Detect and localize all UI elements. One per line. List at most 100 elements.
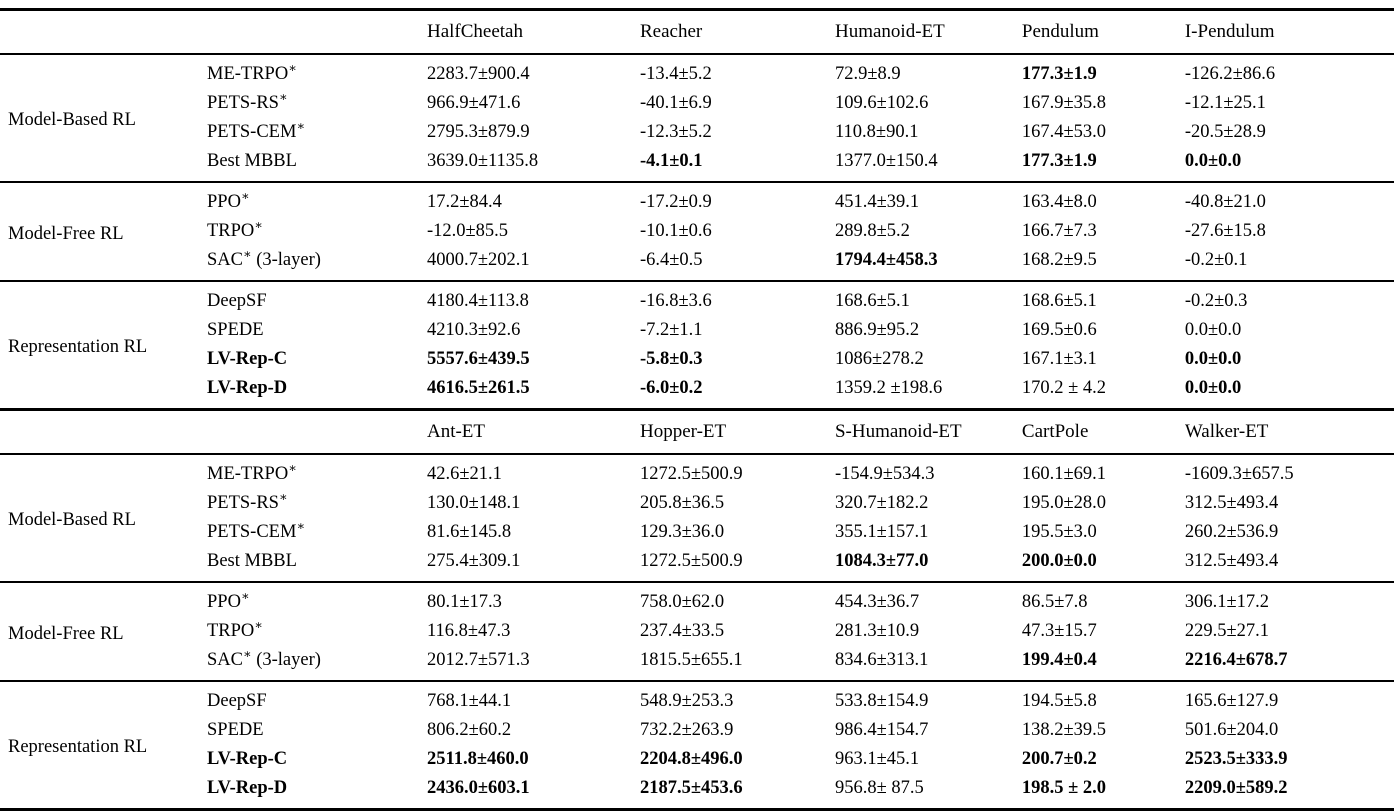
result-cell: 1086±278.2 (834, 349, 924, 369)
method-star: ∗ (278, 89, 288, 104)
result-cell: 138.2±39.5 (1021, 720, 1107, 740)
result-cell: 86.5±7.8 (1021, 592, 1088, 612)
method-star: ∗ (243, 646, 252, 661)
method-name: SPEDE (207, 716, 427, 745)
result-cell: 320.7±182.2 (834, 493, 929, 513)
method-label: DeepSF (207, 291, 267, 311)
result-cell: -1609.3±657.5 (1184, 464, 1294, 484)
result-cell: 5557.6±439.5 (426, 349, 530, 369)
result-cell: 306.1±17.2 (1184, 592, 1270, 612)
result-cell: -154.9±534.3 (834, 464, 935, 484)
result-cell: -20.5±28.9 (1184, 122, 1266, 142)
result-cell: 806.2±60.2 (426, 720, 512, 740)
table-row: LV-Rep-C 5557.6±439.5 -5.8±0.3 1086±278.2 16… (0, 345, 1394, 374)
result-cell: 81.6±145.8 (426, 522, 512, 542)
result-cell: 312.5±493.4 (1184, 493, 1279, 513)
method-name: PPO∗ (207, 182, 427, 217)
method-star: ∗ (240, 188, 250, 203)
column-header: I-Pendulum (1184, 9, 1394, 55)
results-tables: HalfCheetah Reacher Humanoid-ET Pendulum I-P… (0, 8, 1394, 811)
method-name: SPEDE (207, 316, 427, 345)
result-cell: -126.2±86.6 (1184, 64, 1276, 84)
method-label: PETS-CEM (207, 122, 297, 142)
header-row: HalfCheetah Reacher Humanoid-ET Pendulum I-P… (0, 9, 1394, 55)
method-label: PETS-RS (207, 493, 279, 513)
method-label: LV-Rep-D (207, 378, 288, 398)
method-star: ∗ (288, 460, 297, 475)
result-cell: 2283.7±900.4 (426, 64, 530, 84)
result-cell: 1084.3±77.0 (834, 551, 929, 571)
result-cell: 2436.0±603.1 (426, 778, 530, 798)
result-cell: 168.6±5.1 (1021, 291, 1097, 311)
method-label: ME-TRPO (207, 64, 289, 84)
method-star: ∗ (288, 60, 297, 75)
group-label: Representation RL (8, 737, 148, 757)
method-name: PETS-CEM∗ (207, 118, 427, 147)
method-star: ∗ (296, 118, 305, 133)
group-label: Model-Based RL (8, 510, 136, 530)
result-cell: 2209.0±589.2 (1184, 778, 1288, 798)
method-label: PETS-CEM (207, 522, 297, 542)
column-header: Walker-ET (1184, 409, 1394, 455)
result-cell: 2216.4±678.7 (1184, 650, 1288, 670)
result-cell: 166.7±7.3 (1021, 221, 1097, 241)
header-spacer (207, 409, 427, 455)
result-cell: 177.3±1.9 (1021, 151, 1097, 171)
method-suffix: (3-layer) (251, 250, 321, 270)
result-cell: 72.9±8.9 (834, 64, 901, 84)
result-cell: 548.9±253.3 (639, 691, 734, 711)
result-cell: 160.1±69.1 (1021, 464, 1107, 484)
result-cell: 501.6±204.0 (1184, 720, 1279, 740)
table-row: PETS-CEM∗ 81.6±145.8 129.3±36.0 355.1±157.1… (0, 518, 1394, 547)
group-label: Model-Based RL (8, 110, 136, 130)
result-cell: 1794.4±458.3 (834, 250, 938, 270)
method-name: Best MBBL (207, 547, 427, 582)
method-star: ∗ (296, 518, 305, 533)
row-group: Model-Free RL PPO∗ 80.1±17.3 758.0±62.0 454.… (0, 582, 1394, 681)
result-cell: 170.2 ± 4.2 (1021, 378, 1107, 398)
method-label: Best MBBL (207, 151, 297, 171)
row-group: Model-Based RL ME-TRPO∗ 2283.7±900.4 -13.4±… (0, 54, 1394, 182)
result-cell: 2204.8±496.0 (639, 749, 743, 769)
result-cell: 194.5±5.8 (1021, 691, 1097, 711)
header-spacer (207, 9, 427, 55)
method-label: DeepSF (207, 691, 267, 711)
method-name: TRPO∗ (207, 617, 427, 646)
method-name: TRPO∗ (207, 217, 427, 246)
result-cell: -7.2±1.1 (639, 320, 703, 340)
result-cell: 275.4±309.1 (426, 551, 521, 571)
method-name: DeepSF (207, 681, 427, 716)
table-row: TRPO∗ -12.0±85.5 -10.1±0.6 289.8±5.2 166.7±7… (0, 217, 1394, 246)
column-header: Reacher (639, 9, 835, 55)
method-name: Best MBBL (207, 147, 427, 182)
table-row: TRPO∗ 116.8±47.3 237.4±33.5 281.3±10.9 47.3±… (0, 617, 1394, 646)
result-cell: -6.4±0.5 (639, 250, 703, 270)
method-star: ∗ (278, 489, 288, 504)
result-cell: 130.0±148.1 (426, 493, 521, 513)
method-label: PETS-RS (207, 93, 279, 113)
result-cell: 3639.0±1135.8 (426, 151, 539, 171)
method-suffix: (3-layer) (251, 650, 321, 670)
result-cell: 167.1±3.1 (1021, 349, 1097, 369)
table-row: LV-Rep-C 2511.8±460.0 2204.8±496.0 963.1±45… (0, 745, 1394, 774)
result-cell: 195.5±3.0 (1021, 522, 1097, 542)
method-label: ME-TRPO (207, 464, 289, 484)
result-cell: 2511.8±460.0 (426, 749, 529, 769)
result-cell: 110.8±90.1 (834, 122, 919, 142)
method-name: LV-Rep-D (207, 774, 427, 810)
row-group: Model-Free RL PPO∗ 17.2±84.4 -17.2±0.9 451.4… (0, 182, 1394, 281)
result-cell: -10.1±0.6 (639, 221, 712, 241)
result-cell: 168.6±5.1 (834, 291, 910, 311)
table-row: LV-Rep-D 2436.0±603.1 2187.5±453.6 956.8± 8… (0, 774, 1394, 810)
method-label: SPEDE (207, 720, 264, 740)
result-cell: 2523.5±333.9 (1184, 749, 1288, 769)
method-label: TRPO (207, 221, 255, 241)
result-cell: 4000.7±202.1 (426, 250, 530, 270)
method-name: SAC∗ (3-layer) (207, 646, 427, 681)
header-spacer (0, 9, 207, 55)
header-spacer (0, 409, 207, 455)
method-star: ∗ (254, 617, 263, 632)
result-cell: 451.4±39.1 (834, 192, 920, 212)
result-cell: 4180.4±113.8 (426, 291, 529, 311)
result-cell: 1272.5±500.9 (639, 464, 743, 484)
